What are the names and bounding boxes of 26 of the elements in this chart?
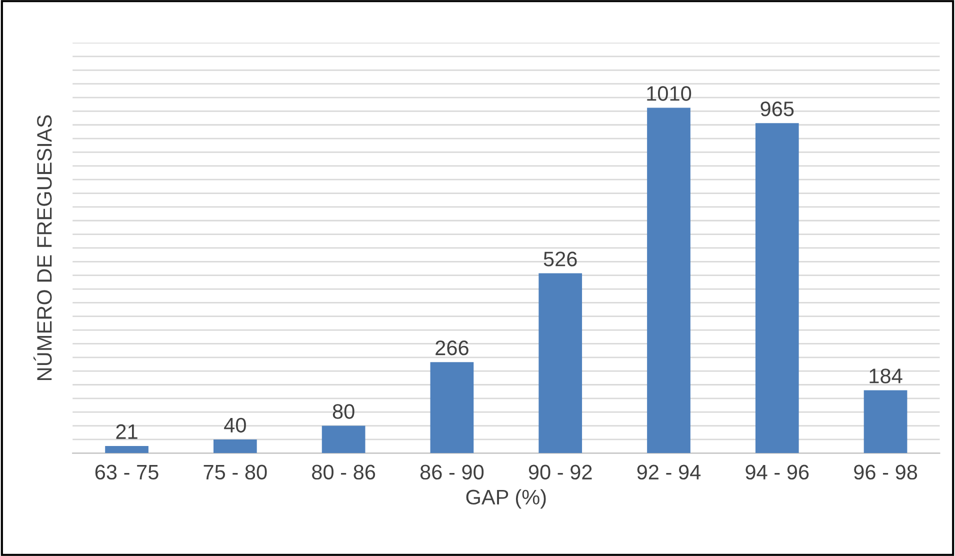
bar	[755, 123, 799, 454]
data-label: 965	[760, 102, 794, 116]
data-label: 1010	[647, 86, 692, 101]
bar	[864, 390, 908, 454]
x-tick-label: 96 - 98	[854, 464, 918, 480]
x-tick-label: 94 - 96	[746, 464, 809, 480]
bar	[213, 439, 257, 454]
x-tick-label: 86 - 90	[420, 464, 484, 480]
x-axis-title: GAP (%)	[466, 489, 546, 509]
x-tick-label: 92 - 94	[637, 464, 701, 480]
bar	[105, 446, 148, 454]
data-label: 526	[544, 252, 577, 266]
bar	[647, 108, 690, 454]
bar	[538, 273, 582, 454]
x-tick-label: 63 - 75	[95, 464, 158, 480]
data-label: 184	[870, 368, 902, 384]
x-tick-label: 80 - 86	[312, 464, 376, 480]
y-axis-title: NÚMERO DE FREGUESIAS	[34, 115, 52, 380]
data-label: 266	[436, 340, 468, 356]
data-label: 40	[224, 418, 246, 433]
x-tick-label: 75 - 80	[204, 464, 267, 480]
x-tick-label: 90 - 92	[528, 464, 592, 480]
data-label: 80	[332, 404, 354, 419]
bar	[430, 362, 474, 454]
data-label: 21	[116, 424, 138, 439]
bar	[322, 426, 366, 454]
